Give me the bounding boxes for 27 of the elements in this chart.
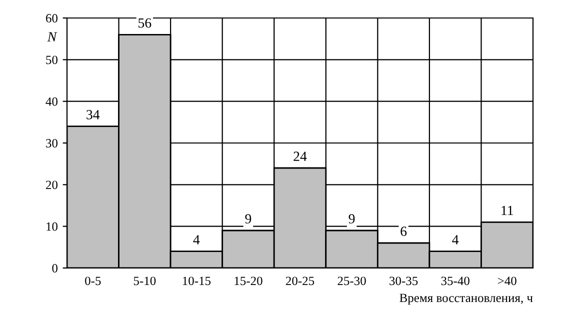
y-tick-label: 20 <box>46 180 58 190</box>
data-label: 24 <box>294 152 307 161</box>
data-label: 4 <box>452 235 459 244</box>
x-tick-label: 25-30 <box>338 276 366 286</box>
data-label: 11 <box>502 206 513 216</box>
data-label: 9 <box>245 214 252 224</box>
data-label: 56 <box>138 18 152 28</box>
x-tick-label: 30-35 <box>390 276 418 286</box>
data-label: 34 <box>86 110 100 120</box>
y-tick-label: 30 <box>46 139 58 148</box>
x-tick-label: 15-20 <box>234 276 262 286</box>
x-tick-label: 35-40 <box>441 276 470 286</box>
y-axis-title: N <box>47 32 58 42</box>
y-tick-label: 40 <box>46 97 58 106</box>
y-tick-label: 60 <box>46 14 58 22</box>
y-tick-label: 10 <box>46 222 58 231</box>
x-tick-label: >40 <box>498 276 516 286</box>
data-label: 9 <box>348 214 355 224</box>
x-axis-title: Время восстановления, ч <box>400 294 533 305</box>
y-tick-label: 0 <box>52 264 58 272</box>
x-tick-label: 0-5 <box>85 276 101 286</box>
data-label: 4 <box>193 235 200 244</box>
y-tick-label: 50 <box>46 56 58 64</box>
x-tick-label: 5-10 <box>134 276 156 286</box>
x-tick-label: 10-15 <box>182 276 211 286</box>
x-tick-label: 20-25 <box>286 276 314 286</box>
data-label: 6 <box>400 226 407 236</box>
